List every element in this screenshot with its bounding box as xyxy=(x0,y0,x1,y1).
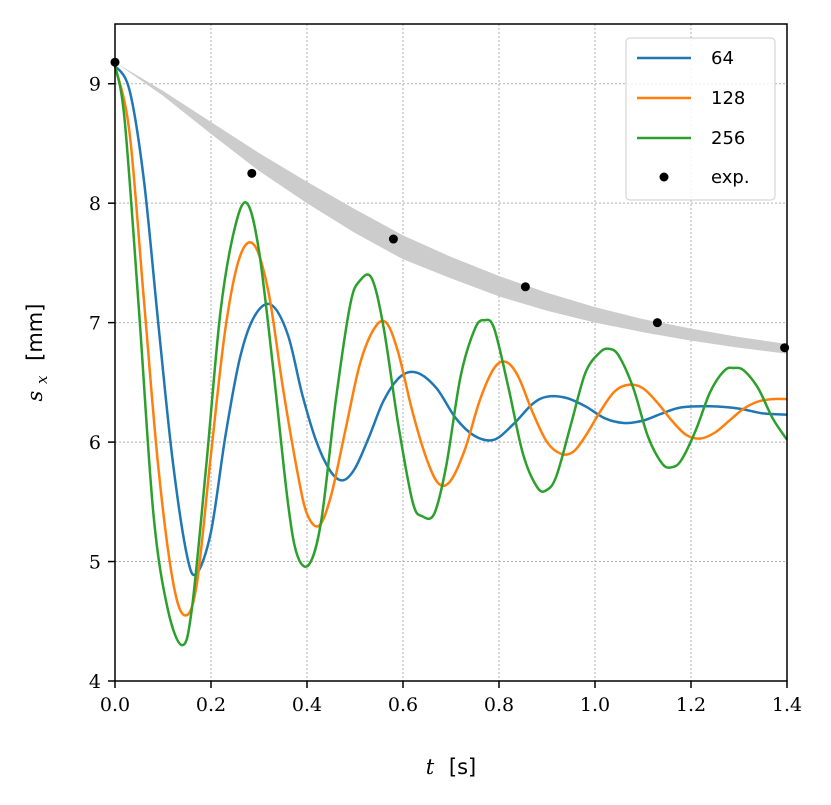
legend: 64 128 256 exp. xyxy=(625,37,776,201)
x-tick-label-5: 1.0 xyxy=(580,694,610,716)
legend-box xyxy=(625,37,776,201)
exp-point-3 xyxy=(520,282,530,292)
y-tick-label-2: 6 xyxy=(89,432,101,454)
y-tick-label-0: 4 xyxy=(89,671,101,693)
legend-swatch-exp xyxy=(659,172,669,182)
series-line-256 xyxy=(113,65,789,647)
tick-labels: 0.0 0.2 0.4 0.6 0.8 1.0 1.2 1.4 4 5 6 7 8 9 xyxy=(89,74,802,716)
y-axis-symbol: s xyxy=(23,390,47,401)
plot-frame xyxy=(114,23,788,682)
exp-point-4 xyxy=(652,318,662,328)
y-tick-label-3: 7 xyxy=(89,313,101,335)
y-tick-label-5: 9 xyxy=(89,74,101,96)
exp-point-1 xyxy=(247,168,257,178)
x-tick-label-2: 0.4 xyxy=(292,694,322,716)
y-axis-unit: [mm] xyxy=(23,304,47,361)
x-tick-label-6: 1.2 xyxy=(676,694,706,716)
legend-label-256: 256 xyxy=(711,128,745,149)
legend-label-exp: exp. xyxy=(711,167,750,188)
y-axis-label: s x [mm] xyxy=(23,304,52,402)
y-tick-label-1: 5 xyxy=(89,552,101,574)
x-tick-label-1: 0.2 xyxy=(196,694,226,716)
series-line-64 xyxy=(113,65,788,577)
series-lines xyxy=(113,65,789,647)
y-tick-label-4: 8 xyxy=(89,193,101,215)
x-axis-unit: [s] xyxy=(449,755,476,779)
x-tick-label-3: 0.6 xyxy=(388,694,418,716)
x-tick-label-4: 0.8 xyxy=(484,694,514,716)
exp-point-2 xyxy=(388,234,398,244)
y-axis-subscript: x xyxy=(33,375,51,384)
legend-label-128: 128 xyxy=(711,88,745,109)
x-axis-label: t [s] xyxy=(426,755,476,779)
x-axis-symbol: t xyxy=(426,755,435,779)
x-tick-label-7: 1.4 xyxy=(772,694,802,716)
legend-label-64: 64 xyxy=(711,48,734,69)
x-tick-label-0: 0.0 xyxy=(100,694,130,716)
axis-ticks xyxy=(108,82,788,688)
series-line-128 xyxy=(113,65,788,617)
